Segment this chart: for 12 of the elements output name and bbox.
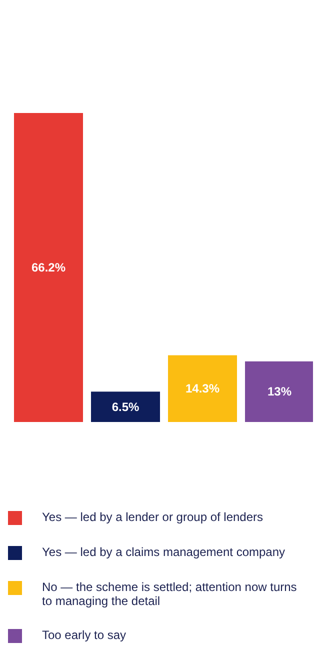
data-label: 14.3%	[185, 382, 220, 396]
data-label: 13%	[267, 384, 292, 399]
legend-label: Yes — led by a lender or group of lenders	[42, 510, 264, 524]
legend-label: Yes — led by a claims management company	[42, 545, 286, 559]
legend-label: No — the scheme is settled; attention now turns to managing the detail	[42, 580, 298, 608]
data-label: 6.5%	[112, 400, 140, 414]
bar	[14, 113, 83, 422]
bar	[168, 355, 237, 422]
data-label: 66.2%	[31, 260, 66, 274]
legend-label: Too early to say	[42, 628, 128, 642]
bar	[91, 392, 160, 422]
bar	[245, 361, 313, 422]
